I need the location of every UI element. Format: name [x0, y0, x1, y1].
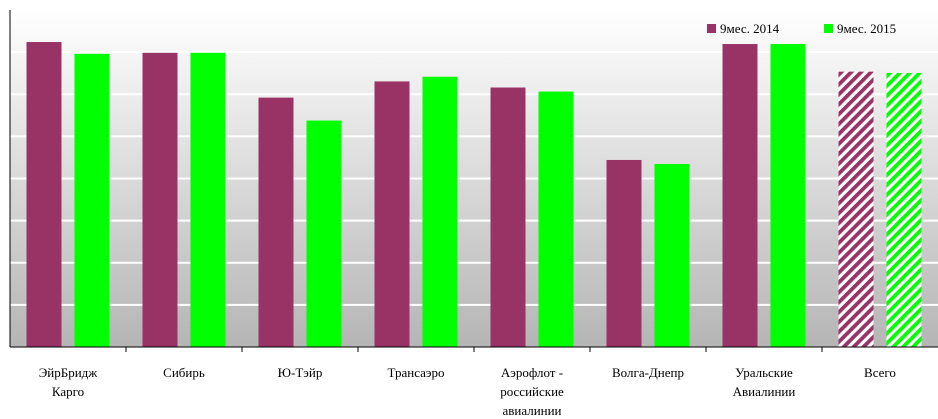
bars	[26, 42, 922, 348]
x-tick-labels: ЭйрБридж Карго Сибирь Ю-Тэйр Трансаэро Аэрофл…	[39, 365, 896, 418]
bar-2014-0	[26, 42, 62, 347]
bar-2014-1	[142, 52, 178, 347]
bar-2015-5	[654, 164, 690, 347]
bar-2015-7	[886, 73, 922, 348]
bar-2015-1	[190, 52, 226, 347]
axes	[9, 10, 938, 352]
bar-2014-4	[490, 87, 526, 347]
bar-2014-3	[374, 81, 410, 347]
bar-2015-6	[770, 44, 806, 348]
x-tick-label: Ю-Тэйр	[278, 365, 323, 380]
bar-2015-4	[538, 91, 574, 347]
bar-2014-6	[722, 44, 758, 348]
legend-swatch-2015	[824, 24, 833, 33]
bar-2015-2	[306, 120, 342, 347]
x-tick-label: Всего	[864, 365, 896, 380]
bar-2015-3	[422, 76, 458, 347]
legend-swatch-2014	[707, 24, 716, 33]
x-tick-label: Уральские Авиалинии	[733, 365, 796, 399]
x-tick-label: ЭйрБридж Карго	[39, 365, 99, 399]
bar-2014-7	[838, 71, 874, 348]
legend-label-2014: 9мес. 2014	[720, 21, 780, 36]
legend: 9мес. 2014 9мес. 2015	[707, 21, 896, 36]
x-tick-label: Трансаэро	[388, 365, 445, 380]
legend-label-2015: 9мес. 2015	[837, 21, 896, 36]
bar-2014-5	[606, 159, 642, 347]
bar-2014-2	[258, 97, 294, 348]
x-tick-label: Сибирь	[163, 365, 205, 380]
x-tick-label: Волга-Днепр	[612, 365, 684, 380]
bar-2015-0	[74, 53, 110, 348]
x-tick-label: Аэрофлот -российские авиалинии	[500, 365, 564, 418]
